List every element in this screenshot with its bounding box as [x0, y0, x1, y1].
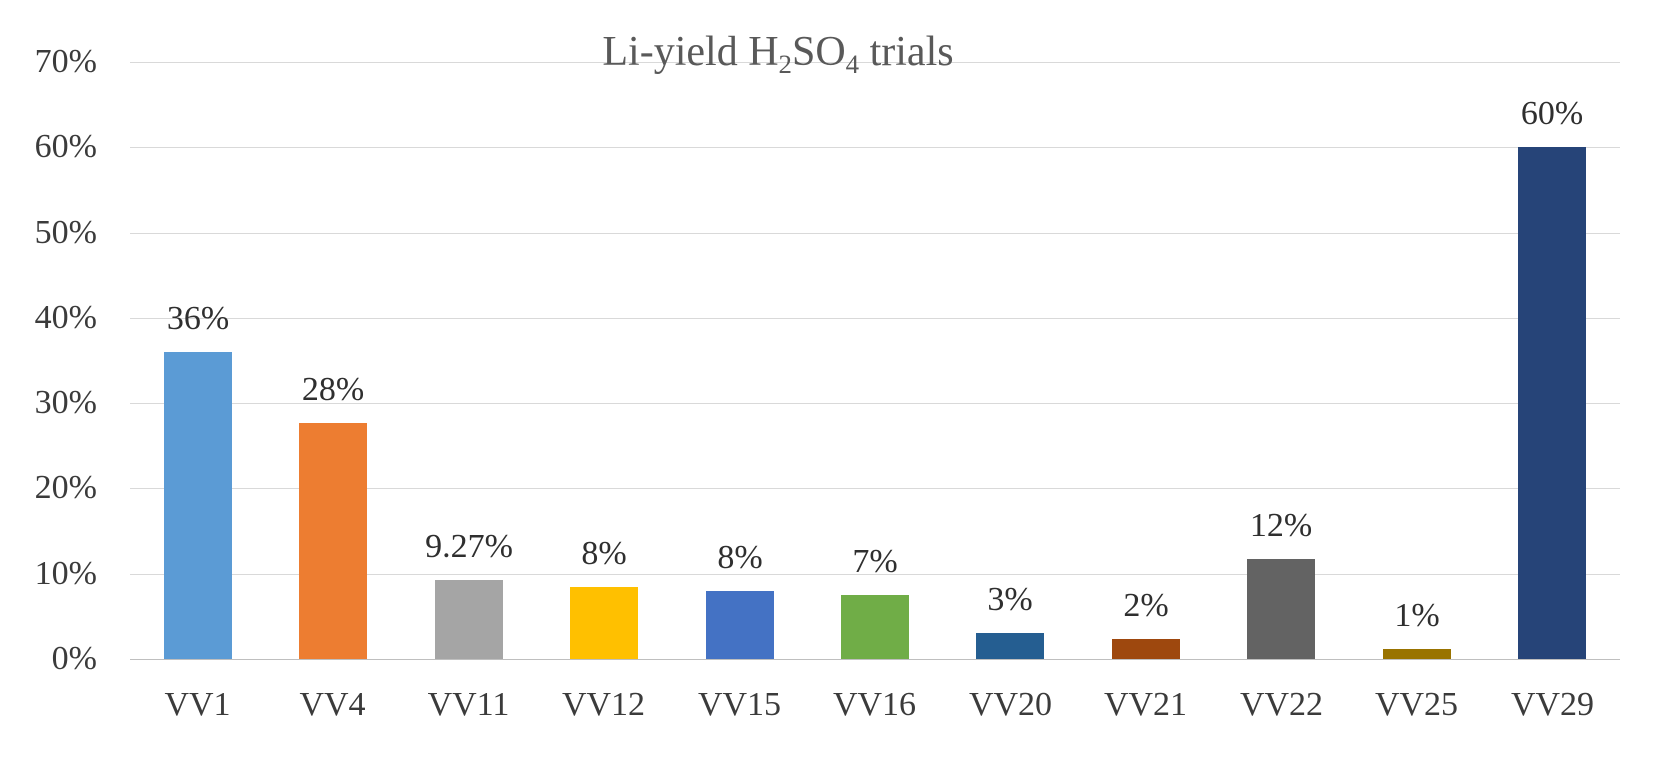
y-axis-tick-label: 20%	[34, 469, 97, 506]
gridline	[130, 488, 1620, 489]
bar-vv22	[1247, 559, 1315, 659]
gridline	[130, 574, 1620, 575]
chart-title-subscript: 2	[778, 48, 792, 79]
chart-title-text: Li-yield H	[602, 29, 779, 75]
gridline	[130, 318, 1620, 319]
bar-value-label: 9.27%	[425, 528, 513, 565]
y-axis-tick-label: 30%	[34, 384, 97, 421]
y-axis-tick-label: 50%	[34, 214, 97, 251]
bar-vv16	[841, 595, 909, 659]
chart-title-text: SO	[791, 29, 846, 75]
y-axis-tick-label: 40%	[34, 299, 97, 336]
x-axis-tick-label: VV4	[299, 686, 366, 723]
bar-value-label: 8%	[717, 539, 763, 576]
bar-vv11	[435, 580, 503, 659]
bar-value-label: 12%	[1249, 507, 1313, 544]
bar-value-label: 3%	[987, 581, 1033, 618]
bar-value-label: 1%	[1394, 597, 1440, 634]
bar-value-label: 28%	[301, 371, 365, 408]
bar-vv20	[976, 633, 1044, 659]
gridline	[130, 403, 1620, 404]
bar-value-label: 7%	[852, 543, 898, 580]
bar-vv15	[706, 591, 774, 659]
x-axis-line	[130, 659, 1620, 660]
y-axis-tick-label: 70%	[34, 43, 97, 80]
x-axis-tick-label: VV16	[832, 686, 917, 723]
x-axis-tick-label: VV12	[561, 686, 646, 723]
bar-vv25	[1383, 649, 1451, 659]
x-axis-tick-label: VV22	[1239, 686, 1324, 723]
bar-vv21	[1112, 639, 1180, 659]
x-axis-tick-label: VV20	[968, 686, 1053, 723]
bar-vv29	[1518, 147, 1586, 659]
bar-vv1	[164, 352, 232, 659]
bar-value-label: 8%	[581, 535, 627, 572]
x-axis-tick-label: VV15	[697, 686, 782, 723]
bar-vv4	[299, 423, 367, 659]
bar-vv12	[570, 587, 638, 659]
bar-value-label: 2%	[1123, 587, 1169, 624]
gridline	[130, 233, 1620, 234]
chart-title-text: trials	[859, 29, 954, 75]
x-axis-tick-label: VV29	[1510, 686, 1595, 723]
chart-title-subscript: 4	[845, 48, 860, 79]
x-axis-tick-label: VV11	[427, 686, 510, 723]
gridline	[130, 147, 1620, 148]
y-axis-tick-label: 60%	[34, 128, 97, 165]
x-axis-tick-label: VV21	[1103, 686, 1188, 723]
gridline	[130, 62, 1620, 63]
x-axis-tick-label: VV1	[164, 686, 231, 723]
chart-title: Li-yield H2SO4 trials	[128, 24, 1428, 80]
bar-value-label: 60%	[1520, 95, 1584, 132]
y-axis-tick-label: 10%	[34, 555, 97, 592]
bar-value-label: 36%	[166, 300, 230, 337]
x-axis-tick-label: VV25	[1374, 686, 1459, 723]
y-axis-tick-label: 0%	[51, 640, 97, 677]
